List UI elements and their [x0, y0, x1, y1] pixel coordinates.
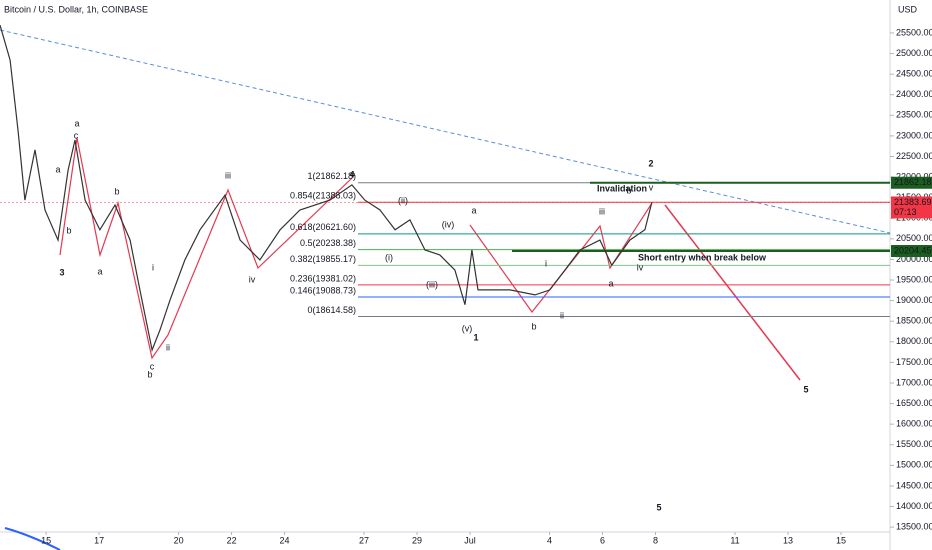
y-tick-label: 22500.00	[896, 151, 932, 161]
wave-label: 4	[349, 169, 354, 179]
y-tick-label: 20500.00	[896, 233, 932, 243]
wave-label: a	[608, 278, 613, 288]
fib-label: 0.5(20238.38)	[300, 238, 356, 248]
wave-label: 2	[648, 158, 653, 168]
chart-title: Bitcoin / U.S. Dollar, 1h, COINBASE	[4, 4, 148, 14]
wave-label: b	[147, 369, 152, 379]
price-line	[0, 24, 653, 353]
y-tick-label: 17000.00	[896, 377, 932, 387]
x-tick-label: 13	[783, 535, 793, 545]
y-tick-label: 20000.00	[896, 254, 932, 264]
wave-label: i	[152, 262, 154, 272]
x-tick-label: Jul	[464, 535, 476, 545]
fib-label: 0.854(21388.03)	[290, 191, 356, 201]
fib-label: 0.382(19855.17)	[290, 254, 356, 264]
trend-line	[4, 527, 61, 550]
wave-label: ii	[560, 310, 564, 320]
wave-label: iv	[249, 274, 256, 284]
wave-line	[469, 202, 653, 313]
x-tick-label: 20	[174, 535, 184, 545]
wave-label: i	[545, 258, 547, 268]
y-tick-label: 17500.00	[896, 357, 932, 367]
wave-label: b	[626, 185, 631, 195]
y-tick-label: 18000.00	[896, 336, 932, 346]
wave-label: 3	[59, 267, 64, 277]
x-tick-label: 4	[547, 535, 552, 545]
wave-label: iii	[599, 206, 605, 216]
wave-label: 5	[656, 502, 661, 512]
price-tag-label: 21862.18	[894, 177, 932, 187]
trend-line	[0, 29, 891, 234]
x-tick-label: 15	[836, 535, 846, 545]
wave-label: c	[150, 361, 155, 371]
fib-label: 1(21862.18)	[307, 171, 356, 181]
y-tick-label: 13500.00	[896, 521, 932, 531]
y-tick-label: 18500.00	[896, 316, 932, 326]
price-tag-time: 07:13	[894, 207, 917, 217]
y-tick-label: 16500.00	[896, 398, 932, 408]
axis-label: USD	[898, 4, 918, 14]
wave-label: ii	[166, 342, 170, 352]
wave-label: a	[97, 266, 102, 276]
wave-label: b	[531, 321, 536, 331]
price-tag-label: 20204.45	[894, 245, 932, 255]
wave-label: (i)	[385, 252, 393, 262]
y-tick-label: 14000.00	[896, 501, 932, 511]
wave-label: Short entry when break below	[638, 252, 767, 262]
y-tick-label: 23500.00	[896, 110, 932, 120]
x-tick-label: 27	[359, 535, 369, 545]
wave-label: (v)	[462, 323, 473, 333]
fib-label: 0(18614.58)	[307, 305, 356, 315]
wave-line	[59, 137, 353, 360]
fib-label: 0.236(19381.02)	[290, 273, 356, 283]
y-tick-label: 16000.00	[896, 419, 932, 429]
wave-label: Invalidation	[597, 183, 647, 193]
y-tick-label: 25000.00	[896, 48, 932, 58]
y-tick-label: 19000.00	[896, 295, 932, 305]
x-tick-label: 11	[730, 535, 739, 545]
fib-label: 0.146(19088.73)	[290, 285, 356, 295]
wave-label: b	[66, 225, 71, 235]
x-tick-label: 8	[653, 535, 658, 545]
wave-label: c	[74, 130, 79, 140]
fib-label: 0.618(20621.60)	[290, 222, 356, 232]
wave-label: (iv)	[442, 219, 455, 229]
x-tick-label: 17	[94, 535, 104, 545]
wave-label: 5	[803, 384, 808, 394]
wave-label: a	[471, 205, 476, 215]
wave-label: a	[74, 118, 79, 128]
x-tick-label: 22	[227, 535, 237, 545]
wave-label: b	[114, 186, 119, 196]
y-tick-label: 14500.00	[896, 480, 932, 490]
y-tick-label: 22000.00	[896, 171, 932, 181]
x-tick-label: 15	[41, 535, 51, 545]
price-tag	[891, 176, 932, 189]
y-tick-label: 19500.00	[896, 274, 932, 284]
y-tick-label: 23000.00	[896, 130, 932, 140]
wave-label: iii	[225, 170, 231, 180]
x-tick-label: 29	[412, 535, 422, 545]
y-tick-label: 24000.00	[896, 89, 932, 99]
wave-label: a	[55, 164, 60, 174]
y-tick-label: 15500.00	[896, 439, 932, 449]
wave-label: (iii)	[426, 279, 438, 289]
y-tick-label: 15000.00	[896, 460, 932, 470]
price-tag-label: 21383.69	[894, 197, 932, 207]
x-tick-label: 6	[600, 535, 605, 545]
price-tag	[891, 196, 932, 219]
wave-label: iv	[637, 262, 644, 272]
wave-label: (ii)	[398, 195, 408, 205]
wave-label: 1	[473, 332, 478, 342]
y-tick-label: 24500.00	[896, 69, 932, 79]
price-tag	[891, 245, 932, 258]
x-tick-label: 24	[280, 535, 290, 545]
wave-label: v	[649, 182, 654, 192]
y-tick-label: 25500.00	[896, 27, 932, 37]
